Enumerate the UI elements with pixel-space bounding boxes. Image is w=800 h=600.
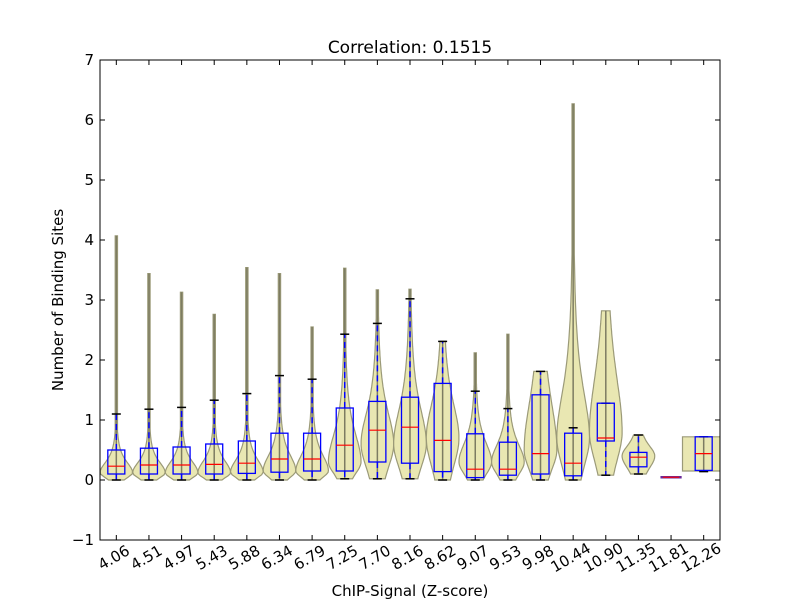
iqr-box bbox=[466, 433, 485, 479]
iqr-box bbox=[302, 432, 322, 472]
category-4.97 bbox=[164, 291, 199, 481]
iqr-box bbox=[433, 382, 452, 473]
category-6.79 bbox=[295, 326, 330, 481]
y-axis-label: Number of Binding Sites bbox=[49, 209, 67, 391]
series-group bbox=[100, 103, 720, 481]
category-5.43 bbox=[197, 313, 232, 481]
category-9.53 bbox=[490, 333, 525, 481]
y-tick-label: 4 bbox=[84, 231, 94, 249]
chart-title: Correlation: 0.1515 bbox=[328, 38, 492, 58]
iqr-box bbox=[139, 447, 159, 475]
iqr-box bbox=[629, 451, 648, 468]
y-tick-label: 0 bbox=[84, 471, 94, 489]
category-10.90 bbox=[588, 310, 623, 476]
iqr-box bbox=[368, 400, 387, 463]
y-tick-label: 5 bbox=[84, 171, 94, 189]
category-5.88 bbox=[229, 267, 264, 481]
plot-area bbox=[100, 103, 720, 481]
category-9.98 bbox=[523, 370, 558, 481]
y-tick-label: −1 bbox=[72, 531, 94, 549]
category-10.44 bbox=[556, 103, 591, 481]
category-4.06 bbox=[100, 235, 134, 481]
iqr-box bbox=[498, 441, 518, 476]
y-tick-label: 2 bbox=[84, 351, 94, 369]
iqr-box bbox=[172, 446, 191, 475]
y-tick-label: 3 bbox=[84, 291, 94, 309]
axes: −1012345674.064.514.975.435.886.346.797.… bbox=[72, 51, 724, 576]
y-tick-label: 7 bbox=[84, 51, 94, 69]
iqr-box bbox=[531, 394, 550, 475]
iqr-box bbox=[270, 432, 289, 473]
category-9.07 bbox=[458, 352, 493, 481]
y-tick-label: 6 bbox=[84, 111, 94, 129]
category-8.62 bbox=[425, 340, 460, 481]
category-11.35 bbox=[621, 434, 656, 475]
iqr-box bbox=[205, 443, 224, 475]
iqr-box bbox=[107, 449, 126, 475]
x-axis-label: ChIP-Signal (Z-score) bbox=[332, 582, 489, 600]
iqr-box bbox=[596, 402, 615, 442]
iqr-box bbox=[335, 407, 354, 472]
category-7.70 bbox=[360, 289, 395, 480]
iqr-box bbox=[564, 432, 583, 477]
category-12.26 bbox=[681, 436, 720, 473]
category-7.25 bbox=[327, 267, 362, 480]
iqr-box bbox=[237, 440, 256, 475]
y-tick-label: 1 bbox=[84, 411, 94, 429]
iqr-box bbox=[400, 396, 420, 464]
category-6.34 bbox=[262, 273, 297, 481]
category-4.51 bbox=[132, 273, 166, 481]
category-8.16 bbox=[393, 288, 427, 480]
